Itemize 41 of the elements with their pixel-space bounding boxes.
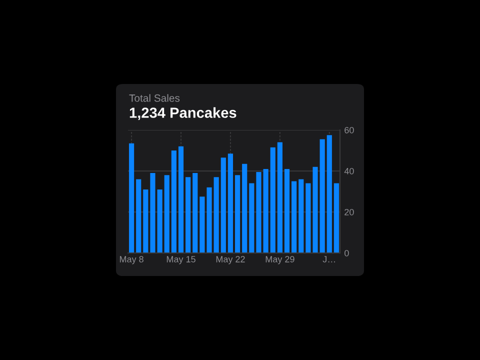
x-tick-label: May 29 — [266, 256, 294, 264]
y-tick-label: 40 — [344, 168, 354, 174]
x-tick-label: May 22 — [216, 256, 245, 264]
bar — [128, 143, 134, 253]
y-tick-label: 0 — [344, 250, 349, 256]
bar — [228, 154, 234, 253]
bar — [320, 139, 325, 253]
bar — [284, 168, 290, 253]
bar — [178, 146, 184, 253]
bar — [164, 175, 170, 253]
bar — [192, 173, 198, 253]
bar — [143, 189, 148, 253]
bar — [157, 189, 162, 253]
x-tick-label: May 8 — [120, 256, 144, 264]
bar — [292, 181, 297, 253]
x-tick-label: May 15 — [166, 256, 196, 264]
bar — [234, 175, 240, 253]
bar — [312, 166, 318, 253]
bar — [249, 183, 254, 253]
bar — [306, 183, 311, 253]
bar — [136, 179, 142, 253]
bar — [298, 179, 304, 253]
bar — [206, 187, 212, 253]
bar — [277, 142, 282, 253]
chart-subtitle: 1,234 Pancakes — [130, 107, 236, 120]
bar — [256, 172, 262, 253]
chart-title: Total Sales — [129, 94, 180, 102]
bar — [150, 173, 156, 253]
bar — [171, 150, 176, 253]
bar — [270, 147, 276, 253]
bar — [263, 168, 268, 253]
x-tick-label: J… — [322, 256, 335, 262]
bar — [186, 177, 191, 253]
bar — [326, 135, 332, 253]
bar — [214, 177, 219, 253]
bar — [220, 158, 226, 253]
bar — [334, 183, 340, 253]
bar — [200, 196, 205, 253]
y-tick-label: 60 — [344, 126, 354, 134]
bar — [242, 164, 248, 253]
y-tick-label: 20 — [344, 208, 354, 216]
